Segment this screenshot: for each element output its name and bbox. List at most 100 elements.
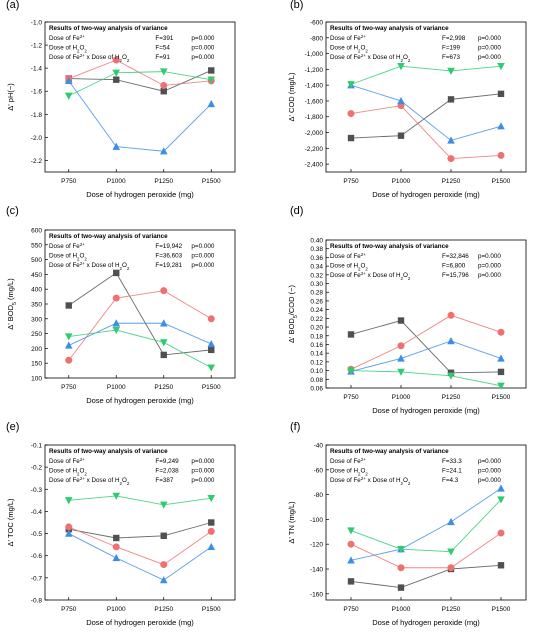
y-tick-label: -40 [314,443,324,450]
anova-f-value: F=19,281 [155,262,182,269]
anova-f-value: F=673 [442,54,461,61]
y-axis-label: Δ' TN (mg/L) [287,501,296,544]
series-line [350,370,502,387]
x-tick-label: P1250 [442,606,461,613]
panel-label: (b) [290,0,303,11]
series-line [68,59,212,86]
data-point [397,132,405,139]
series-line [350,499,502,553]
panel-label: (a) [6,0,19,11]
anova-p-value: p=0.000 [478,35,501,42]
y-tick-label: -0.4 [31,509,43,516]
series-red [347,311,505,373]
y-tick-label: -2.2 [31,158,43,165]
series-blue [64,76,216,155]
series-line [350,532,502,569]
anova-row-label: Dose of Fe2+ [330,34,366,43]
data-point [65,356,73,364]
data-point [347,367,355,375]
data-point [397,317,405,324]
anova-row-label: Dose of Fe2+ [330,457,366,466]
anova-p-value: p=0.000 [478,477,501,484]
series-line [350,105,502,160]
y-tick-label: 0.20 [310,325,323,332]
data-point [397,342,405,350]
data-point [397,96,405,105]
anova-row-label: Dose of H2O2 [49,45,87,54]
x-axis-label: Dose of hydrogen peroxide (mg) [86,396,194,405]
anova-p-value: p=0.000 [191,243,214,250]
x-tick-label: P1500 [202,178,221,185]
y-tick-label: 0.06 [310,386,323,393]
x-tick-label: P750 [343,394,359,401]
anova-f-value: F=91 [155,54,170,61]
y-axis-label: Δ' BOD5 (mg/L) [6,278,18,330]
data-point [159,68,168,76]
data-point [113,76,120,83]
series-red [65,56,215,89]
data-point [159,319,168,327]
anova-p-value: p=0.000 [478,458,501,465]
series-red [65,287,215,364]
x-tick-label: P1250 [442,178,461,185]
y-tick-label: 0.40 [310,238,323,245]
data-point [447,372,455,380]
data-point [347,81,355,89]
x-axis-label: Dose of hydrogen peroxide (mg) [372,190,480,199]
data-point [347,540,355,548]
series-line [68,290,212,361]
anova-row-label: Dose of H2O2 [330,45,368,54]
series-line [68,329,212,369]
data-point [208,346,215,354]
data-point [497,122,505,130]
panel-5: (e) -0.1 -0.2 -0.3 -0.4 -0.5 -0.6 -0.7 -0.8 P750 P… [6,421,236,627]
x-tick-label: P1250 [442,394,461,401]
anova-title: Results of two-way analysis of variance [49,448,168,455]
y-tick-label: -140 [310,567,323,574]
y-tick-label: -0.7 [31,575,43,582]
data-point [347,527,355,535]
data-point [447,548,455,556]
y-tick-label: 200 [31,346,42,353]
y-tick-label: -1.8 [31,112,43,119]
anova-p-value: p=0.000 [478,272,501,279]
anova-p-value: p=0.000 [191,468,214,475]
series-line [68,522,212,539]
anova-p-value: p=0.000 [191,35,214,42]
y-tick-label: -160 [310,591,323,598]
x-tick-label: P750 [61,384,77,391]
data-point [207,99,216,108]
data-point [397,368,405,376]
y-tick-label: -1,600 [305,98,324,105]
panel-1: (a) -1.0 -1.2 -1.4 -1.6 -1.8 -2.0 -2.2 P750 P1000… [6,0,236,199]
series-blue [64,529,216,584]
anova-p-value: p=0.000 [191,477,214,484]
series-line [350,564,502,589]
anova-f-value: F=199 [442,45,461,52]
anova-p-value: p=0.000 [191,458,214,465]
y-tick-label: 250 [31,331,42,338]
panel-label: (f) [290,421,300,433]
data-point [112,319,121,327]
data-point [113,534,120,542]
y-axis-label: Δ' BOD5/COD (−) [287,285,299,343]
data-point [497,368,505,376]
data-point [497,90,505,98]
y-tick-label: -1.4 [31,66,43,73]
panel-label: (c) [6,205,19,217]
series-line [68,80,212,152]
data-point [112,69,121,77]
anova-f-value: F=32,846 [442,253,469,260]
series-line [350,93,502,139]
anova-f-value: F=9,249 [155,458,179,465]
x-axis-label: Dose of hydrogen peroxide (mg) [86,190,194,199]
data-point [112,56,120,64]
y-tick-label: 0.38 [310,246,323,253]
data-point [347,134,355,142]
anova-p-value: p=0.000 [478,468,501,475]
data-point [64,341,73,349]
plot-frame [325,239,527,389]
y-tick-label: 0.18 [310,333,323,340]
series-line [68,71,212,97]
